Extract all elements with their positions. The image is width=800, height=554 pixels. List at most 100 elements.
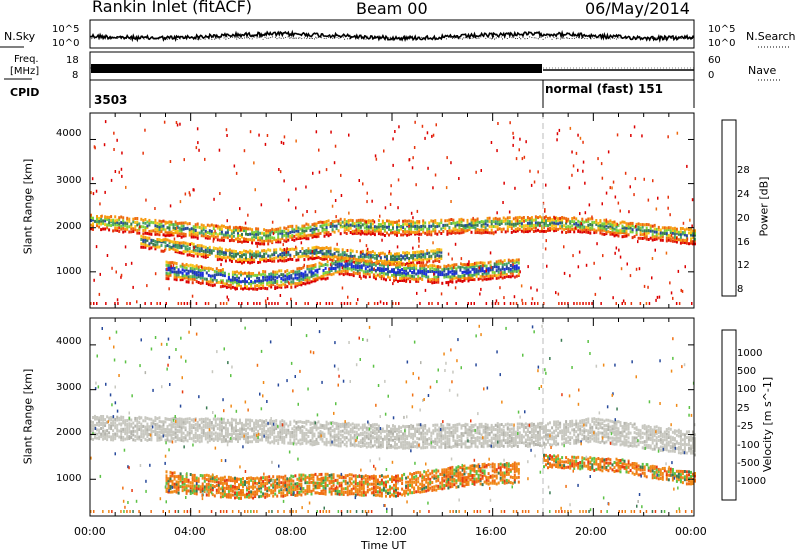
echo-cell bbox=[184, 232, 187, 236]
echo-cell bbox=[181, 262, 184, 266]
echo-cell bbox=[381, 251, 384, 255]
echo-cell bbox=[350, 268, 353, 272]
echo-cell bbox=[387, 264, 389, 268]
echo-cell bbox=[327, 219, 330, 223]
echo-cell bbox=[92, 227, 94, 231]
echo-cell bbox=[428, 442, 431, 446]
echo-cell bbox=[430, 256, 433, 260]
scatter-cell bbox=[389, 203, 392, 206]
echo-cell bbox=[400, 257, 403, 261]
echo-cell bbox=[90, 219, 92, 222]
echo-cell bbox=[154, 423, 157, 426]
echo-cell bbox=[263, 424, 266, 428]
echo-cell bbox=[300, 283, 303, 287]
echo-cell bbox=[289, 423, 292, 426]
echo-cell bbox=[104, 418, 107, 422]
scatter-cell bbox=[266, 297, 269, 301]
echo-cell bbox=[360, 268, 363, 272]
near-range-cell bbox=[395, 302, 397, 305]
echo-cell bbox=[230, 234, 233, 238]
echo-cell bbox=[416, 427, 419, 431]
echo-cell bbox=[377, 218, 380, 222]
echo-cell bbox=[295, 428, 298, 432]
echo-cell bbox=[271, 419, 274, 423]
echo-cell bbox=[370, 267, 373, 271]
scatter-cell bbox=[318, 170, 321, 174]
echo-cell bbox=[484, 434, 487, 438]
echo-cell bbox=[367, 251, 370, 254]
echo-cell bbox=[122, 427, 125, 431]
echo-cell bbox=[433, 278, 436, 282]
scatter-cell bbox=[521, 298, 523, 302]
echo-cell bbox=[353, 224, 356, 228]
echo-cell bbox=[337, 438, 340, 442]
echo-cell bbox=[223, 274, 226, 278]
echo-cell bbox=[433, 275, 436, 279]
echo-cell bbox=[235, 426, 237, 430]
echo-cell bbox=[257, 227, 260, 231]
echo-cell bbox=[112, 438, 115, 442]
scatter-cell bbox=[398, 125, 400, 129]
near-range-cell bbox=[419, 302, 421, 305]
echo-cell bbox=[257, 238, 260, 242]
echo-cell bbox=[493, 262, 496, 266]
echo-cell bbox=[354, 261, 357, 265]
echo-cell bbox=[245, 418, 247, 422]
scatter-cell bbox=[142, 151, 144, 155]
echo-cell bbox=[251, 253, 254, 257]
echo-cell bbox=[194, 225, 197, 229]
echo-cell bbox=[429, 278, 432, 282]
scatter-cell bbox=[329, 263, 332, 267]
echo-cell bbox=[419, 269, 422, 273]
scatter-cell bbox=[365, 220, 367, 224]
echo-cell bbox=[639, 232, 642, 236]
echo-cell bbox=[220, 252, 223, 255]
echo-cell bbox=[212, 227, 215, 230]
echo-cell bbox=[401, 268, 404, 271]
echo-cell bbox=[478, 436, 481, 440]
echo-cell bbox=[286, 276, 289, 280]
echo-cell bbox=[216, 434, 219, 438]
echo-cell bbox=[375, 256, 378, 260]
echo-cell bbox=[373, 436, 376, 440]
echo-cell bbox=[110, 224, 113, 227]
echo-cell bbox=[500, 230, 503, 234]
echo-cell bbox=[532, 226, 535, 230]
echo-cell bbox=[459, 275, 462, 278]
echo-cell bbox=[306, 275, 309, 279]
near-range-cell bbox=[355, 302, 358, 305]
near-range-cell bbox=[271, 302, 273, 305]
echo-cell bbox=[377, 427, 380, 430]
echo-cell bbox=[126, 216, 129, 220]
echo-cell bbox=[474, 436, 477, 440]
echo-cell bbox=[325, 220, 328, 223]
echo-cell bbox=[183, 276, 186, 280]
echo-cell bbox=[423, 274, 426, 278]
echo-cell bbox=[180, 251, 183, 255]
scatter-cell bbox=[303, 263, 305, 267]
near-range-cell bbox=[93, 302, 95, 305]
echo-cell bbox=[301, 235, 304, 239]
scatter-cell bbox=[360, 276, 362, 280]
near-range-cell bbox=[219, 302, 222, 305]
echo-cell bbox=[319, 437, 322, 441]
scatter-cell bbox=[529, 169, 531, 173]
echo-cell bbox=[611, 228, 614, 232]
echo-cell bbox=[365, 431, 368, 435]
echo-cell bbox=[299, 428, 302, 432]
echo-cell bbox=[263, 249, 266, 252]
echo-cell bbox=[412, 253, 415, 257]
echo-cell bbox=[224, 251, 227, 255]
echo-cell bbox=[443, 273, 446, 277]
echo-cell bbox=[665, 239, 668, 243]
echo-cell bbox=[188, 426, 191, 430]
echo-cell bbox=[251, 435, 254, 439]
echo-cell bbox=[162, 420, 165, 424]
echo-cell bbox=[347, 224, 350, 228]
echo-cell bbox=[247, 238, 249, 242]
echo-cell bbox=[524, 227, 527, 231]
echo-cell bbox=[202, 245, 205, 249]
echo-cell bbox=[175, 278, 178, 282]
echo-cell bbox=[92, 437, 94, 441]
echo-cell bbox=[194, 230, 197, 234]
